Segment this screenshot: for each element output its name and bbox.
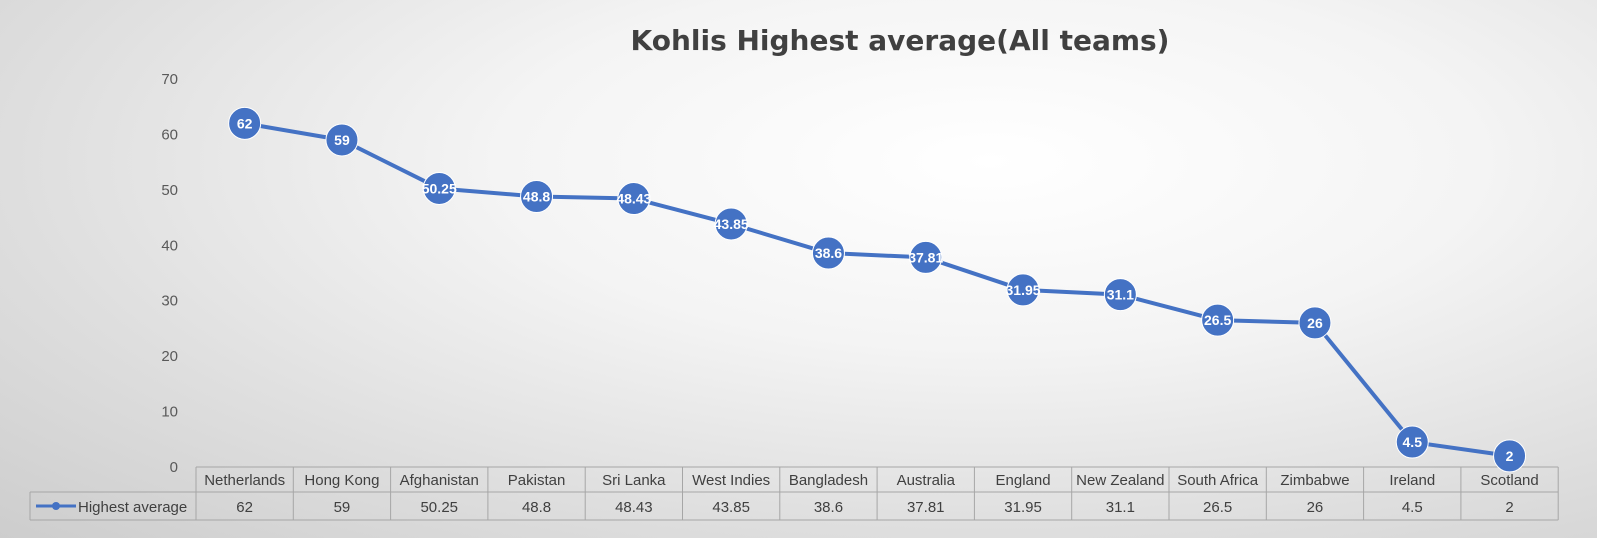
y-tick-label: 20: [161, 348, 178, 365]
table-cell-value: 48.8: [522, 499, 551, 516]
data-point-label: 62: [237, 115, 253, 131]
data-point-label: 59: [334, 132, 350, 148]
category-label: Netherlands: [204, 472, 285, 489]
data-point-marker: [714, 207, 748, 241]
category-label: Scotland: [1480, 472, 1538, 489]
data-point-label: 26: [1307, 315, 1323, 331]
chart-title: Kohlis Highest average(All teams): [631, 24, 1170, 57]
data-point-marker: [325, 123, 359, 157]
category-label: Australia: [897, 472, 956, 489]
category-label: South Africa: [1177, 472, 1259, 489]
data-point-label: 48.8: [523, 189, 550, 205]
table-cell-value: 62: [236, 499, 253, 516]
y-tick-label: 0: [170, 459, 178, 476]
data-point-label: 4.5: [1403, 434, 1423, 450]
category-label: Ireland: [1389, 472, 1435, 489]
table-cell-value: 2: [1505, 499, 1513, 516]
data-point-marker: [228, 106, 262, 140]
data-point-label: 43.85: [714, 216, 749, 232]
data-table: Netherlands 62 Hong Kong 59 Afghanistan 50.25…: [29, 466, 1559, 521]
table-cell-value: 48.43: [615, 499, 653, 516]
data-point-label: 2: [1506, 448, 1514, 464]
plot-area: 62 59 50.25 48.8 48.43 43.85 38.6 37.81 31.95 31.…: [228, 106, 1527, 473]
table-cell-value: 38.6: [814, 499, 843, 516]
category-label: England: [996, 472, 1051, 489]
category-label: West Indies: [692, 472, 770, 489]
data-point-marker: [1493, 439, 1527, 473]
y-tick-label: 50: [161, 182, 178, 199]
table-cell-value: 37.81: [907, 499, 945, 516]
y-tick-label: 60: [161, 126, 178, 143]
legend-marker-icon: [52, 502, 60, 510]
data-point-label: 50.25: [422, 180, 457, 196]
data-point-marker: [1298, 306, 1332, 340]
data-point-marker: [617, 182, 651, 216]
category-label: Zimbabwe: [1280, 472, 1349, 489]
data-point-label: 38.6: [815, 245, 842, 261]
table-cell-value: 59: [334, 499, 351, 516]
y-axis: 0 10 20 30 40 50 60 70: [161, 71, 178, 476]
y-tick-label: 70: [161, 71, 178, 88]
category-label: Pakistan: [508, 472, 566, 489]
data-point-marker: [1006, 273, 1040, 307]
data-point-marker: [520, 180, 554, 214]
y-tick-label: 10: [161, 404, 178, 421]
data-point-marker: [909, 240, 943, 274]
data-point-label: 26.5: [1204, 312, 1231, 328]
table-cell-value: 4.5: [1402, 499, 1423, 516]
table-cell-value: 31.95: [1004, 499, 1042, 516]
table-cell-value: 26.5: [1203, 499, 1232, 516]
category-label: New Zealand: [1076, 472, 1164, 489]
y-tick-label: 30: [161, 293, 178, 310]
data-point-label: 31.95: [1006, 282, 1041, 298]
data-point-label: 37.81: [908, 249, 943, 265]
table-cell-value: 50.25: [420, 499, 458, 516]
category-label: Sri Lanka: [602, 472, 666, 489]
data-point-label: 31.1: [1107, 287, 1134, 303]
data-point-marker: [1395, 425, 1429, 459]
legend-series-name: Highest average: [78, 499, 187, 516]
category-label: Hong Kong: [304, 472, 379, 489]
data-point-marker: [422, 171, 456, 205]
data-point-marker: [1201, 303, 1235, 337]
data-point-marker: [811, 236, 845, 270]
y-tick-label: 40: [161, 237, 178, 254]
category-label: Bangladesh: [789, 472, 868, 489]
table-cell-value: 43.85: [712, 499, 750, 516]
category-label: Afghanistan: [400, 472, 479, 489]
data-point-marker: [1103, 278, 1137, 312]
table-cell-value: 26: [1307, 499, 1324, 516]
data-point-label: 48.43: [616, 191, 651, 207]
table-cell-value: 31.1: [1106, 499, 1135, 516]
